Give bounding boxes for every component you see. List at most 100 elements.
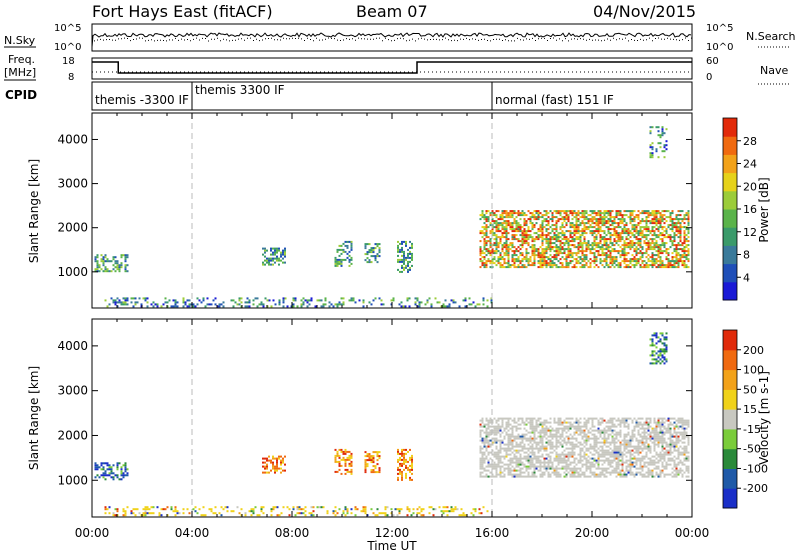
data-cell bbox=[637, 232, 640, 235]
data-cell bbox=[665, 461, 668, 464]
data-cell bbox=[96, 256, 99, 259]
data-cell bbox=[519, 260, 522, 263]
data-cell bbox=[629, 455, 632, 458]
data-cell bbox=[585, 441, 588, 444]
data-cell bbox=[402, 305, 405, 308]
data-cell bbox=[619, 429, 622, 432]
data-cell bbox=[599, 455, 602, 458]
data-cell bbox=[274, 471, 276, 474]
data-cell bbox=[665, 473, 668, 476]
data-cell bbox=[499, 242, 502, 245]
data-cell bbox=[152, 305, 155, 308]
data-cell bbox=[649, 439, 652, 442]
data-cell bbox=[511, 451, 514, 454]
data-cell bbox=[653, 214, 656, 217]
data-cell bbox=[617, 447, 620, 450]
data-cell bbox=[685, 264, 688, 267]
data-cell bbox=[405, 256, 407, 259]
data-cell bbox=[621, 220, 624, 223]
data-cell bbox=[499, 254, 502, 257]
data-cell bbox=[625, 455, 628, 458]
data-cell bbox=[278, 467, 280, 470]
data-cell bbox=[539, 254, 542, 257]
power-heatmap bbox=[94, 126, 690, 308]
data-cell bbox=[643, 435, 646, 438]
data-cell bbox=[611, 439, 614, 442]
data-cell bbox=[685, 234, 688, 237]
data-cell bbox=[641, 431, 644, 434]
data-cell bbox=[661, 417, 664, 420]
data-cell bbox=[597, 437, 600, 440]
data-cell bbox=[615, 216, 618, 219]
data-cell bbox=[671, 435, 674, 438]
data-cell bbox=[407, 252, 409, 255]
data-cell bbox=[547, 258, 550, 261]
data-cell bbox=[529, 220, 532, 223]
data-cell bbox=[663, 226, 666, 229]
data-cell bbox=[497, 246, 500, 249]
data-cell bbox=[673, 262, 676, 265]
data-cell bbox=[577, 236, 580, 239]
data-cell bbox=[452, 299, 455, 302]
data-cell bbox=[657, 445, 660, 448]
data-cell bbox=[503, 230, 506, 233]
data-cell bbox=[585, 459, 588, 462]
data-cell bbox=[613, 417, 616, 420]
data-cell bbox=[675, 256, 678, 259]
data-cell bbox=[621, 453, 624, 456]
data-cell bbox=[407, 260, 409, 263]
data-cell bbox=[675, 473, 678, 476]
data-cell bbox=[276, 251, 278, 254]
data-cell bbox=[503, 222, 506, 225]
data-cell bbox=[108, 466, 111, 469]
data-cell bbox=[629, 258, 632, 261]
data-cell bbox=[551, 427, 554, 430]
data-cell bbox=[687, 236, 690, 239]
data-cell bbox=[651, 228, 654, 231]
data-cell bbox=[601, 212, 604, 215]
data-cell bbox=[687, 228, 690, 231]
data-cell bbox=[633, 429, 636, 432]
data-cell bbox=[623, 260, 626, 263]
data-cell bbox=[623, 447, 626, 450]
data-cell bbox=[112, 258, 115, 261]
data-cell bbox=[661, 461, 664, 464]
data-cell bbox=[106, 468, 109, 471]
data-cell bbox=[659, 453, 662, 456]
data-cell bbox=[655, 336, 658, 339]
data-cell bbox=[685, 254, 688, 257]
data-cell bbox=[98, 466, 101, 469]
data-cell bbox=[503, 254, 506, 257]
data-cell bbox=[619, 234, 622, 237]
data-cell bbox=[302, 297, 305, 300]
data-cell bbox=[539, 463, 542, 466]
data-cell bbox=[551, 447, 554, 450]
data-cell bbox=[541, 236, 544, 239]
data-cell bbox=[623, 473, 626, 476]
data-cell bbox=[555, 264, 558, 267]
data-cell bbox=[643, 234, 646, 237]
data-cell bbox=[537, 435, 540, 438]
data-cell bbox=[647, 447, 650, 450]
data-cell bbox=[635, 262, 638, 265]
data-cell bbox=[495, 475, 498, 478]
data-cell bbox=[585, 216, 588, 219]
data-cell bbox=[403, 256, 405, 259]
data-cell bbox=[513, 425, 516, 428]
data-cell bbox=[505, 240, 508, 243]
data-cell bbox=[352, 299, 355, 302]
data-cell bbox=[607, 264, 610, 267]
data-cell bbox=[571, 252, 574, 255]
data-cell bbox=[378, 251, 381, 254]
data-cell bbox=[499, 240, 502, 243]
data-cell bbox=[531, 262, 534, 265]
data-cell bbox=[639, 421, 642, 424]
data-cell bbox=[539, 459, 542, 462]
data-cell bbox=[661, 132, 664, 135]
data-cell bbox=[593, 449, 596, 452]
data-cell bbox=[278, 263, 280, 266]
data-cell bbox=[653, 362, 656, 365]
data-cell bbox=[525, 465, 528, 468]
data-cell bbox=[661, 250, 664, 253]
data-cell bbox=[541, 242, 544, 245]
